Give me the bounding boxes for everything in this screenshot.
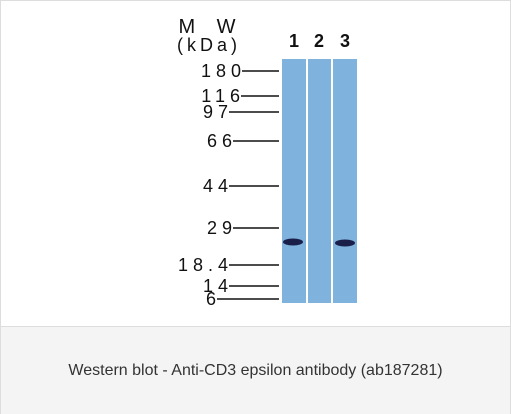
- marker-label: 66: [207, 131, 237, 151]
- caption: Western blot - Anti-CD3 epsilon antibody…: [1, 326, 510, 414]
- lane: [333, 59, 357, 303]
- band: [283, 239, 303, 246]
- band: [335, 240, 355, 247]
- lane-label: 3: [340, 31, 350, 51]
- unit-label: (kDa): [177, 35, 241, 55]
- figure-card: M W (kDa) 1231801169766442918.4146 Weste…: [0, 0, 511, 414]
- marker-label: 18.4: [178, 255, 233, 275]
- marker-label: 97: [203, 102, 233, 122]
- lane: [282, 59, 306, 303]
- lane-label: 2: [314, 31, 324, 51]
- lane: [308, 59, 331, 303]
- marker-label: 44: [203, 176, 233, 196]
- marker-label: 180: [201, 61, 246, 81]
- marker-label: 29: [207, 218, 237, 238]
- lane-label: 1: [289, 31, 299, 51]
